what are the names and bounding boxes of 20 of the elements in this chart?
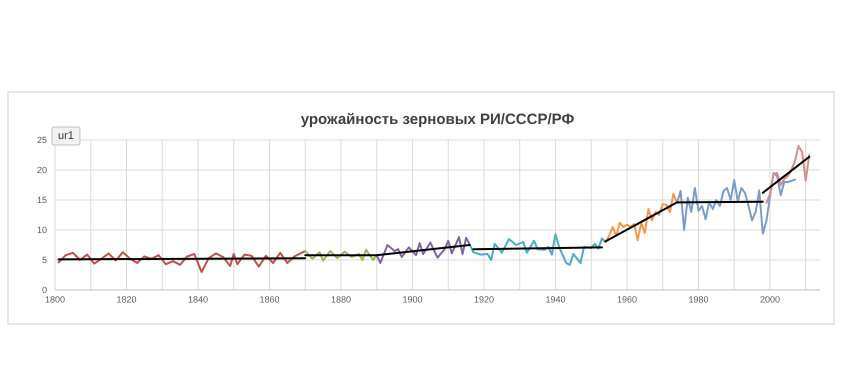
- x-tick-label: 2000: [760, 294, 780, 304]
- x-tick-label: 1940: [545, 294, 566, 304]
- x-tick-label: 1860: [259, 294, 280, 304]
- x-tick-label: 1900: [402, 294, 422, 304]
- x-tick-label: 1980: [688, 294, 708, 304]
- x-tick-label: 1880: [330, 294, 351, 304]
- y-tick-label: 0: [42, 284, 47, 295]
- chart-title: урожайность зерновых РИ/СССР/РФ: [300, 111, 574, 128]
- y-tick-label: 5: [42, 254, 47, 265]
- x-tick-label: 1920: [474, 294, 494, 304]
- y-tick-label: 25: [36, 134, 47, 145]
- field-button: ur1: [52, 126, 80, 146]
- y-tick-label: 20: [36, 164, 47, 175]
- x-tick-label: 1820: [116, 294, 137, 304]
- y-tick-label: 15: [36, 194, 47, 205]
- x-tick-label: 1960: [616, 294, 637, 304]
- y-tick-label: 10: [36, 224, 47, 235]
- x-tick-label: 1800: [44, 294, 66, 304]
- x-tick-label: 1840: [188, 294, 208, 304]
- annotation: ur1: [58, 130, 74, 142]
